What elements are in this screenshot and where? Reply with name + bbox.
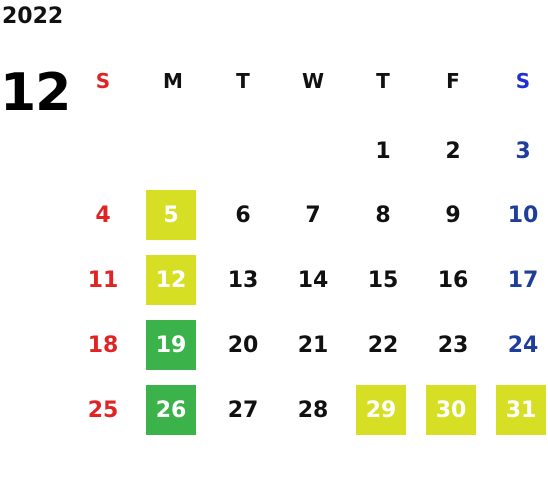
day-cell-18: 18 [87, 332, 119, 358]
day-cell-5: 5 [146, 190, 196, 240]
weekday-header-thu: T [376, 69, 390, 93]
day-cell-28: 28 [297, 397, 329, 423]
day-cell-6: 6 [235, 202, 251, 228]
day-cell-4: 4 [95, 202, 111, 228]
day-cell-16: 16 [437, 267, 469, 293]
day-cell-27: 27 [227, 397, 259, 423]
day-cell-2: 2 [445, 138, 461, 164]
weekday-header-tue: T [236, 69, 250, 93]
weekday-header-mon: M [163, 69, 183, 93]
day-cell-30: 30 [426, 385, 476, 435]
weekday-header-sun: S [95, 69, 111, 93]
day-cell-26: 26 [146, 385, 196, 435]
day-cell-3: 3 [515, 138, 531, 164]
day-cell-22: 22 [367, 332, 399, 358]
weekday-header-sat: S [515, 69, 531, 93]
day-cell-1: 1 [375, 138, 391, 164]
day-cell-14: 14 [297, 267, 329, 293]
day-cell-31: 31 [496, 385, 546, 435]
weekday-header-wed: W [301, 69, 325, 93]
day-cell-24: 24 [507, 332, 539, 358]
day-cell-19: 19 [146, 320, 196, 370]
year-label: 2022 [2, 4, 64, 29]
day-cell-10: 10 [507, 202, 539, 228]
day-cell-8: 8 [375, 202, 391, 228]
day-cell-20: 20 [227, 332, 259, 358]
weekday-header-fri: F [446, 69, 460, 93]
day-cell-29: 29 [356, 385, 406, 435]
day-cell-15: 15 [367, 267, 399, 293]
day-cell-25: 25 [87, 397, 119, 423]
day-cell-23: 23 [437, 332, 469, 358]
day-cell-12: 12 [146, 255, 196, 305]
day-cell-21: 21 [297, 332, 329, 358]
day-cell-9: 9 [445, 202, 461, 228]
day-cell-7: 7 [305, 202, 321, 228]
day-cell-17: 17 [507, 267, 539, 293]
day-cell-13: 13 [227, 267, 259, 293]
day-cell-11: 11 [87, 267, 119, 293]
month-number: 12 [0, 63, 71, 123]
